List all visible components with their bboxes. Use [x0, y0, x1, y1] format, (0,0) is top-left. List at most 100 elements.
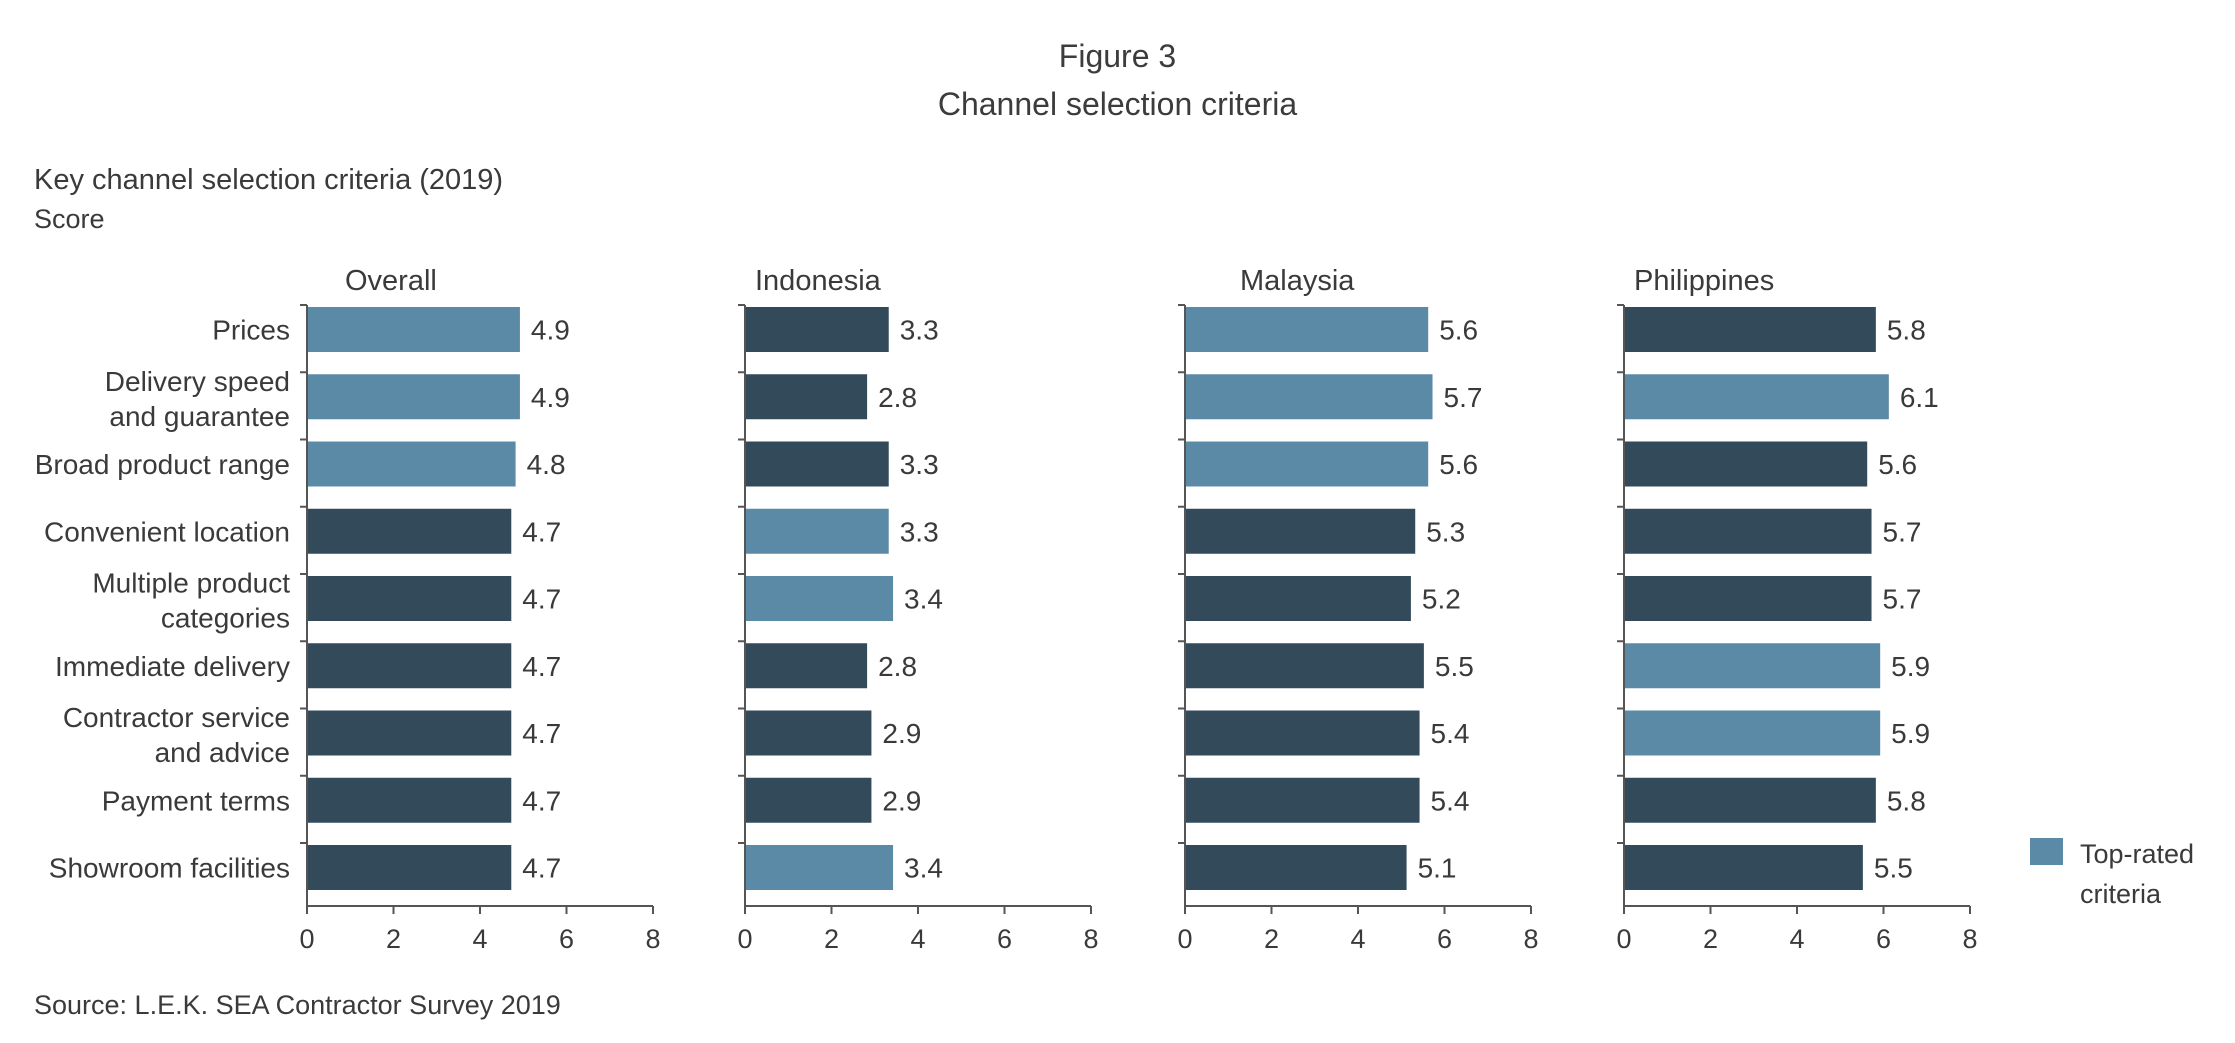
- data-label: 4.7: [522, 584, 561, 615]
- bar: [746, 845, 894, 890]
- bar: [1625, 307, 1876, 352]
- x-tick-label: 2: [1264, 924, 1279, 954]
- figure-title: Channel selection criteria: [937, 86, 1298, 122]
- data-label: 5.1: [1418, 853, 1457, 884]
- bar: [1186, 508, 1416, 554]
- bar: [1625, 777, 1876, 823]
- category-label: Broad product range: [35, 449, 290, 480]
- bar: [1186, 777, 1420, 823]
- data-label: 4.9: [531, 315, 570, 346]
- data-label: 5.8: [1887, 785, 1926, 816]
- data-label: 5.8: [1887, 315, 1926, 346]
- data-label: 2.8: [878, 382, 917, 413]
- x-tick-label: 0: [1616, 924, 1631, 954]
- data-label: 6.1: [1900, 382, 1939, 413]
- legend-swatch-top-rated: [2030, 838, 2063, 865]
- legend-label-line1: Top-rated: [2080, 839, 2195, 869]
- bar: [308, 576, 512, 621]
- panel-title: Philippines: [1634, 265, 1774, 297]
- data-label: 3.4: [904, 584, 943, 615]
- bar: [308, 508, 512, 554]
- x-tick-label: 0: [1177, 924, 1192, 954]
- data-label: 2.9: [882, 718, 921, 749]
- x-tick-label: 6: [997, 924, 1012, 954]
- bar: [1625, 374, 1889, 420]
- x-tick-label: 2: [824, 924, 839, 954]
- category-label: Prices: [212, 315, 290, 346]
- panel-title: Overall: [345, 265, 437, 297]
- data-label: 5.6: [1439, 449, 1478, 480]
- bar: [746, 576, 894, 621]
- bar: [746, 643, 868, 689]
- bar: [1625, 643, 1881, 689]
- category-label: and guarantee: [109, 401, 290, 432]
- category-label: Convenient location: [44, 516, 290, 547]
- x-tick-label: 4: [1789, 924, 1804, 954]
- data-label: 5.2: [1422, 584, 1461, 615]
- bar: [1625, 441, 1868, 487]
- bar: [308, 845, 512, 890]
- bar: [308, 374, 520, 420]
- bar: [1625, 845, 1863, 890]
- bar: [1186, 643, 1424, 689]
- bar: [1625, 576, 1872, 621]
- data-label: 3.4: [904, 853, 943, 884]
- data-label: 5.6: [1439, 315, 1478, 346]
- category-label: Multiple product: [92, 568, 290, 599]
- category-label: Immediate delivery: [55, 651, 290, 682]
- data-label: 3.3: [900, 516, 939, 547]
- x-tick-label: 2: [386, 924, 401, 954]
- bar: [746, 777, 872, 823]
- x-tick-label: 8: [1962, 924, 1977, 954]
- data-label: 5.6: [1878, 449, 1917, 480]
- panel-title: Indonesia: [755, 265, 882, 297]
- data-label: 4.7: [522, 853, 561, 884]
- category-label: Payment terms: [102, 785, 290, 816]
- category-label: Contractor service: [63, 702, 290, 733]
- bar: [1625, 508, 1872, 554]
- data-label: 4.7: [522, 718, 561, 749]
- bar: [1186, 845, 1407, 890]
- data-label: 3.3: [900, 449, 939, 480]
- data-label: 4.7: [522, 651, 561, 682]
- x-tick-label: 8: [645, 924, 660, 954]
- bar: [1186, 374, 1433, 420]
- data-label: 5.4: [1431, 718, 1470, 749]
- panel-title: Malaysia: [1240, 265, 1355, 297]
- data-label: 2.9: [882, 785, 921, 816]
- bar: [746, 508, 889, 554]
- chart-subtitle: Key channel selection criteria (2019): [34, 164, 504, 196]
- bar: [746, 710, 872, 756]
- data-label: 4.7: [522, 516, 561, 547]
- bar: [308, 441, 516, 487]
- bar: [746, 441, 889, 487]
- x-tick-label: 8: [1083, 924, 1098, 954]
- x-tick-label: 6: [1876, 924, 1891, 954]
- data-label: 5.9: [1891, 718, 1930, 749]
- bar: [1186, 441, 1429, 487]
- data-label: 2.8: [878, 651, 917, 682]
- category-label: categories: [161, 603, 290, 634]
- x-tick-label: 4: [1350, 924, 1365, 954]
- source-note: Source: L.E.K. SEA Contractor Survey 201…: [34, 990, 561, 1020]
- category-label: Showroom facilities: [49, 853, 290, 884]
- bar: [1186, 307, 1429, 352]
- data-label: 5.5: [1435, 651, 1474, 682]
- data-label: 3.3: [900, 315, 939, 346]
- legend-label-line2: criteria: [2080, 879, 2162, 909]
- x-tick-label: 0: [737, 924, 752, 954]
- data-label: 5.7: [1883, 516, 1922, 547]
- figure-number: Figure 3: [1058, 38, 1177, 74]
- legend-label: Top-rated criteria: [2080, 834, 2230, 914]
- x-tick-label: 6: [1437, 924, 1452, 954]
- bar: [1625, 710, 1881, 756]
- bar: [308, 307, 520, 352]
- data-label: 4.7: [522, 785, 561, 816]
- data-label: 5.5: [1874, 853, 1913, 884]
- data-label: 4.8: [527, 449, 566, 480]
- bar: [1186, 710, 1420, 756]
- data-label: 5.3: [1426, 516, 1465, 547]
- x-tick-label: 2: [1703, 924, 1718, 954]
- x-tick-label: 6: [559, 924, 574, 954]
